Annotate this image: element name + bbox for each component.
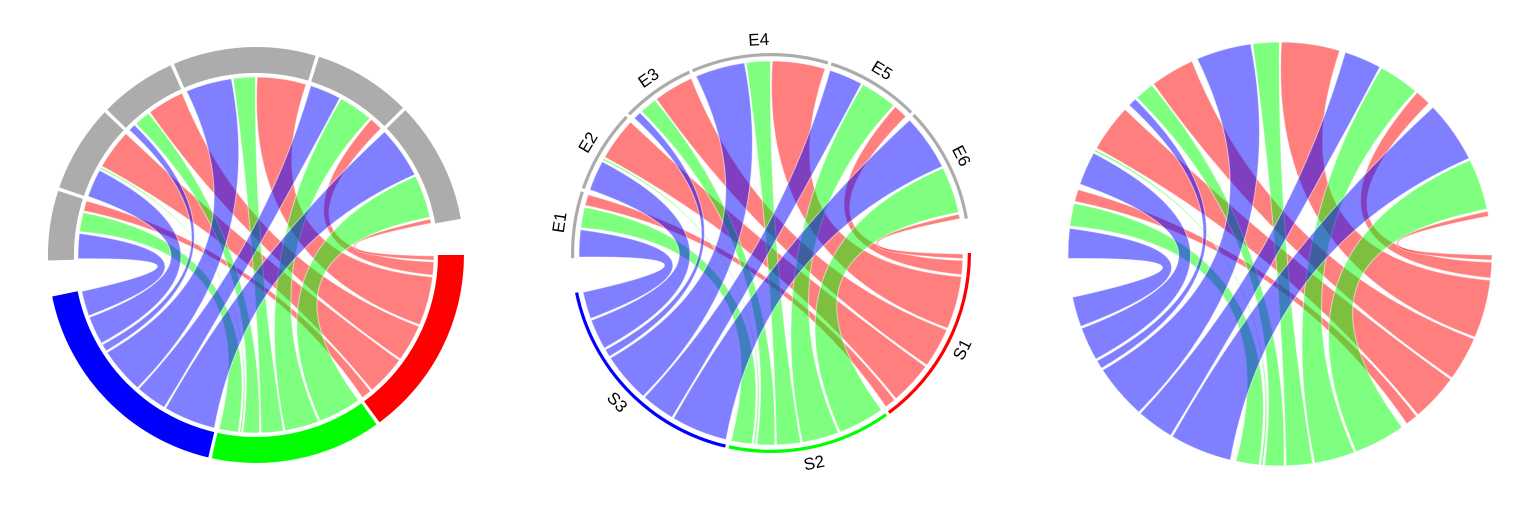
chord-panel-links-only-ribbon-S2-E1 (1069, 202, 1264, 466)
chord-panel-thin-track-labels-ribbon-S3-E5 (643, 69, 863, 419)
chord-panel-links-only-ribbon-S2-E6 (1328, 159, 1488, 453)
chord-panel-links-only-ribbon-S2-E2 (1093, 149, 1268, 466)
chord-panel-links-only (1067, 41, 1493, 467)
sector-grid-E3 (107, 65, 182, 128)
sector-grid-S3 (52, 291, 215, 458)
sector-grid-S2 (211, 403, 377, 463)
sector-label-E1: E1 (549, 211, 571, 234)
chord-panel-grid-only-ribbon-S3-E4 (106, 78, 240, 389)
sector-grid-E1 (47, 190, 83, 261)
sector-grid-E6 (386, 110, 461, 224)
chord-panel-thin-track-labels-ribbon-S1-E6 (875, 213, 964, 260)
sector-label-E4: E4 (748, 30, 770, 50)
sector-grid-E5 (311, 56, 403, 127)
chord-panel-thin-track-labels-ribbon-S3-E4 (609, 62, 753, 397)
chord-panel-grid-only-ribbon-S3-E2 (87, 169, 182, 344)
chord-panel-links-only-ribbon-S3-E1 (1067, 227, 1173, 328)
chord-panel-thin-track-labels-ribbon-S2-E6 (814, 167, 960, 433)
chord-panel-thin-track-labels-ribbon-S3-E6 (672, 119, 944, 441)
sector-track-E1 (571, 191, 584, 259)
chord-panel-grid-only-ribbon-S3-E1 (77, 232, 166, 317)
chord-panel-links-only-ribbon-S3-E6 (1171, 106, 1470, 461)
sector-track-E4 (692, 52, 829, 73)
chord-panel-links-only-ribbon-S2-E5 (1301, 67, 1417, 464)
chord-panel-grid-only-ribbon-S3-E3 (101, 124, 195, 352)
chord-panel-grid-only-ribbon-S1-E6 (353, 218, 435, 261)
chord-panel-grid-only-ribbon-S2-E6 (296, 175, 431, 422)
chord-panel-thin-track-labels-ribbon-S2-E1 (580, 206, 757, 445)
chord-panel-links-only-ribbon-S1-E6 (1396, 210, 1493, 261)
sector-track-E3 (627, 70, 691, 116)
chord-panel-grid-only (47, 47, 464, 463)
sector-grid-E4 (173, 47, 316, 88)
chord-panel-thin-track-labels-ribbon-S3-E2 (589, 160, 691, 349)
chord-panel-links-only-ribbon-S3-E4 (1101, 43, 1260, 413)
chord-panel-thin-track-labels-ribbon-S3-E3 (604, 111, 705, 358)
sector-grid-E2 (59, 112, 124, 196)
chord-panel-links-only-ribbon-S3-E2 (1079, 152, 1191, 360)
sector-grid-S1 (364, 255, 464, 423)
chord-panel-grid-only-ribbon-S3-E6 (164, 131, 416, 429)
chord-panel-grid-only-ribbon-S2-E5 (273, 98, 371, 432)
chord-panel-thin-track-labels-ribbon-S3-E1 (578, 229, 674, 320)
sector-track-E5 (830, 62, 913, 114)
chord-panel-links-only-ribbon-S3-E5 (1139, 51, 1381, 437)
sector-label-S2: S2 (802, 452, 826, 475)
sector-track-E2 (581, 115, 628, 190)
chord-panel-thin-track-labels-ribbon-S2-E5 (790, 83, 895, 443)
sector-track-S2 (728, 413, 887, 454)
chord-panel-grid-only-ribbon-S3-E5 (137, 85, 341, 409)
chord-panel-links-only-ribbon-S3-E3 (1096, 98, 1208, 370)
